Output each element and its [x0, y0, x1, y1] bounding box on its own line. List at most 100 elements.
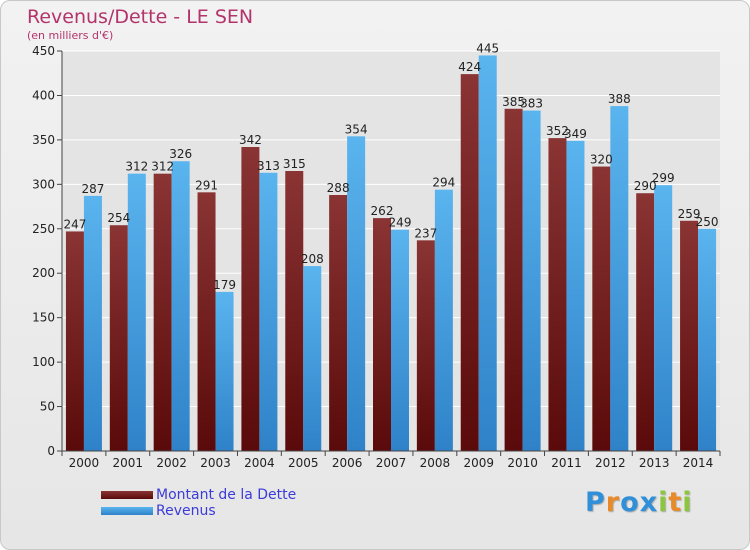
data-label-debt-2014: 259: [678, 207, 701, 221]
logo-letter-2: o: [620, 487, 640, 518]
x-tick-label-2003: 2003: [200, 456, 231, 470]
bar-debt-2009: [460, 74, 479, 451]
logo-letter-6: i: [682, 487, 693, 518]
legend-swatch-debt: [101, 491, 153, 499]
y-tick-label-0: 0: [47, 444, 55, 458]
data-label-revenus-2004: 313: [257, 159, 280, 173]
logo-letter-1: r: [605, 487, 621, 518]
y-tick-label-300: 300: [32, 177, 55, 191]
bar-revenus-2007: [391, 229, 409, 451]
y-tick-label-50: 50: [40, 400, 55, 414]
x-tick-label-2001: 2001: [113, 456, 144, 470]
x-tick-label-2000: 2000: [69, 456, 100, 470]
data-label-revenus-2008: 294: [432, 176, 455, 190]
x-tick-label-2008: 2008: [420, 456, 451, 470]
bar-revenus-2011: [566, 140, 585, 451]
logo-letter-4: i: [658, 487, 669, 518]
y-tick-label-250: 250: [32, 222, 55, 236]
data-label-debt-2003: 291: [195, 178, 218, 192]
bar-revenus-2004: [259, 172, 278, 451]
bar-debt-2007: [373, 218, 391, 451]
data-label-revenus-2012: 388: [608, 92, 631, 106]
chart-subtitle: (en milliers d'€): [27, 29, 114, 42]
x-tick-label-2006: 2006: [332, 456, 363, 470]
bar-debt-2008: [416, 240, 435, 451]
bar-revenus-2003: [215, 291, 234, 451]
bar-revenus-2002: [171, 161, 190, 451]
logo-letter-5: t: [668, 487, 683, 518]
y-tick-label-100: 100: [32, 355, 55, 369]
bar-revenus-2005: [303, 266, 322, 451]
bar-revenus-2010: [522, 110, 541, 452]
data-label-debt-2004: 342: [239, 133, 262, 147]
y-tick-label-150: 150: [32, 311, 55, 325]
legend-label-debt: Montant de la Dette: [156, 487, 297, 503]
y-tick-label-400: 400: [32, 88, 55, 102]
data-label-debt-2010: 385: [502, 95, 525, 109]
x-tick-label-2005: 2005: [288, 456, 319, 470]
data-label-debt-2012: 320: [590, 153, 613, 167]
bar-revenus-2006: [347, 136, 366, 452]
x-tick-label-2011: 2011: [551, 456, 582, 470]
y-tick-label-350: 350: [32, 133, 55, 147]
data-label-revenus-2000: 287: [81, 182, 104, 196]
data-label-revenus-2003: 179: [213, 278, 236, 292]
data-label-debt-2007: 262: [371, 204, 394, 218]
bar-debt-2000: [65, 231, 84, 451]
bar-revenus-2001: [127, 173, 146, 451]
x-tick-label-2012: 2012: [595, 456, 626, 470]
data-label-revenus-2013: 299: [652, 171, 675, 185]
bar-debt-2010: [504, 108, 523, 452]
bar-debt-2005: [285, 171, 304, 451]
bar-revenus-2009: [478, 55, 497, 451]
bar-debt-2001: [109, 225, 128, 451]
data-label-debt-2011: 352: [546, 124, 569, 138]
bar-debt-2004: [241, 147, 260, 451]
bar-revenus-2013: [654, 185, 673, 451]
data-label-revenus-2011: 349: [564, 127, 587, 141]
data-label-revenus-2007: 249: [389, 216, 412, 230]
data-label-debt-2013: 290: [634, 179, 657, 193]
data-label-debt-2009: 424: [458, 60, 481, 74]
bar-debt-2014: [680, 220, 699, 451]
x-tick-label-2002: 2002: [156, 456, 187, 470]
logo-letter-3: x: [639, 487, 659, 518]
data-label-revenus-2010: 383: [520, 97, 543, 111]
data-label-revenus-2005: 208: [301, 252, 324, 266]
x-tick-label-2009: 2009: [463, 456, 494, 470]
bar-debt-2006: [329, 195, 348, 451]
x-tick-label-2004: 2004: [244, 456, 275, 470]
data-label-revenus-2001: 312: [125, 160, 148, 174]
chart-title: Revenus/Dette - LE SEN: [27, 6, 254, 28]
x-tick-label-2013: 2013: [639, 456, 670, 470]
data-label-revenus-2014: 250: [696, 215, 719, 229]
bar-debt-2013: [636, 193, 655, 451]
bar-revenus-2000: [83, 195, 102, 451]
data-label-revenus-2009: 445: [476, 41, 499, 55]
bar-debt-2002: [153, 173, 172, 451]
x-tick-label-2014: 2014: [683, 456, 714, 470]
legend-swatch-revenus: [101, 507, 153, 515]
y-tick-label-200: 200: [32, 266, 55, 280]
proxiti-logo: Proxiti: [585, 487, 693, 518]
data-label-debt-2000: 247: [63, 217, 86, 231]
legend-label-revenus: Revenus: [156, 503, 216, 519]
bar-debt-2011: [548, 138, 567, 451]
y-tick-label-450: 450: [32, 44, 55, 58]
data-label-debt-2008: 237: [414, 226, 437, 240]
data-label-revenus-2006: 354: [345, 122, 368, 136]
data-label-debt-2002: 312: [151, 160, 174, 174]
bar-revenus-2014: [698, 228, 717, 451]
bar-debt-2003: [197, 192, 216, 452]
x-tick-label-2010: 2010: [507, 456, 538, 470]
logo-letter-0: P: [585, 487, 606, 518]
data-label-revenus-2002: 326: [169, 147, 192, 161]
bar-revenus-2008: [434, 189, 453, 451]
x-tick-label-2007: 2007: [376, 456, 407, 470]
data-label-debt-2005: 315: [283, 157, 306, 171]
bar-debt-2012: [592, 166, 611, 452]
bar-revenus-2012: [610, 106, 629, 451]
data-label-debt-2001: 254: [107, 211, 130, 225]
